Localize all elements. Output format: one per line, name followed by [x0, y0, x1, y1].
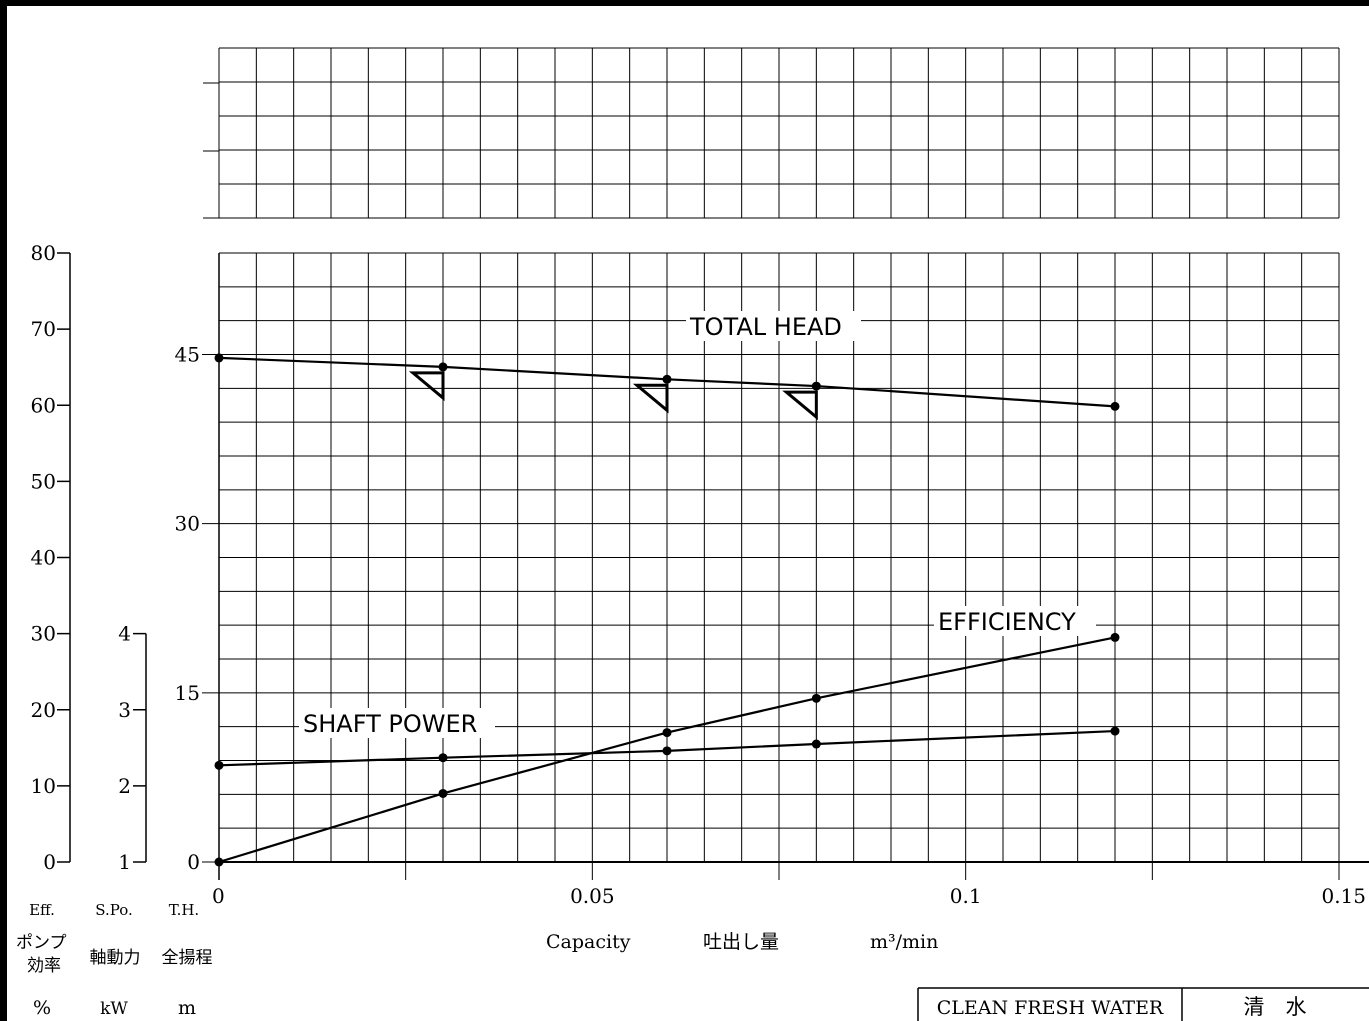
efficiency-point: [214, 857, 224, 867]
efficiency-tick-label: 30: [31, 622, 56, 646]
power-tick-label: 3: [118, 698, 131, 722]
head-axis-abbr: T.H.: [169, 901, 199, 919]
fluid-label-en: CLEAN FRESH WATER: [937, 997, 1164, 1019]
x-axis-label-en: Capacity: [546, 931, 631, 953]
efficiency-tick-label: 0: [43, 850, 56, 874]
upper-blank-grid: [203, 47, 1340, 219]
head-tick-label: 45: [175, 343, 200, 367]
power-tick-label: 2: [118, 774, 131, 798]
efficiency-point: [438, 788, 448, 798]
x-tick-label: 0.05: [570, 884, 615, 908]
head-marker-triangle: [408, 371, 445, 402]
shaft-power-point: [811, 739, 821, 749]
power-axis-name: 軸動力: [90, 948, 141, 968]
shaft-power-point: [438, 753, 448, 763]
efficiency-tick-label: 40: [31, 546, 56, 570]
total-head-point: [811, 381, 821, 391]
shaft-power-point: [662, 746, 672, 756]
x-axis-unit: m³/min: [870, 931, 938, 953]
labels-layer: Capacity 吐出し量 m³/min Eff. S.Po. T.H. ポンプ…: [16, 901, 938, 1019]
efficiency-tick-label: 80: [31, 241, 56, 265]
efficiency-tick-label: 70: [31, 317, 56, 341]
axes: 0 0.05 0.1 0.15 0 15 30 45 0 10 20 30 40 50 60 70 80 1 2 3 4: [31, 241, 1369, 908]
power-axis-abbr: S.Po.: [95, 901, 133, 919]
head-tick-label: 0: [187, 850, 200, 874]
efficiency-label-bg: [934, 606, 1096, 636]
total-head-point: [438, 362, 448, 372]
power-tick-label: 4: [118, 622, 131, 646]
series-layer: TOTAL HEAD EFFICIENCY SHAFT POWER: [214, 311, 1120, 867]
shaft-power-point: [214, 760, 224, 770]
efficiency-axis-abbr: Eff.: [29, 901, 55, 919]
x-tick-label: 0.15: [1321, 884, 1366, 908]
head-tick-label: 15: [175, 681, 200, 705]
efficiency-point: [662, 728, 672, 738]
head-tick-label: 30: [175, 512, 200, 536]
efficiency-tick-label: 20: [31, 698, 56, 722]
head-axis-name: 全揚程: [162, 948, 213, 968]
total-head-label-bg: [686, 311, 861, 341]
efficiency-axis-name: ポンプ 効率: [16, 933, 72, 976]
efficiency-tick-label: 60: [31, 393, 56, 417]
shaft-power-label: SHAFT POWER: [303, 710, 477, 738]
fluid-label-jp: 清 水: [1244, 995, 1307, 1019]
x-tick-label: 0: [212, 884, 225, 908]
head-axis-unit: m: [178, 997, 196, 1019]
efficiency-point: [1110, 632, 1120, 642]
total-head-point: [1110, 401, 1120, 411]
shaft-power-point: [1110, 726, 1120, 736]
efficiency-tick-label: 10: [31, 774, 56, 798]
power-axis-unit: kW: [100, 999, 128, 1019]
efficiency-axis-unit: %: [33, 997, 51, 1019]
efficiency-tick-label: 50: [31, 469, 56, 493]
title-block: CLEAN FRESH WATER 清 水: [917, 987, 1369, 1021]
total-head-point: [662, 374, 672, 384]
total-head-label: TOTAL HEAD: [689, 313, 842, 341]
shaft-power-label-bg: [299, 708, 495, 738]
efficiency-point: [811, 693, 821, 703]
efficiency-label: EFFICIENCY: [938, 608, 1076, 636]
head-marker-triangle: [632, 383, 669, 414]
power-tick-label: 1: [118, 850, 131, 874]
main-plot-grid: [218, 252, 1340, 880]
total-head-point: [214, 353, 224, 363]
x-axis-label-jp: 吐出し量: [703, 931, 779, 953]
x-tick-label: 0.1: [950, 884, 982, 908]
head-marker-triangle: [782, 390, 818, 421]
